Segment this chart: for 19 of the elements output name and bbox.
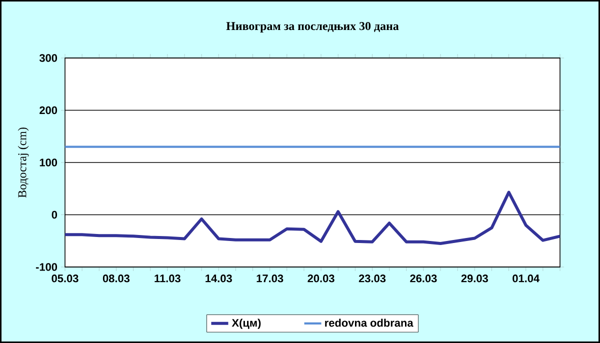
x-tick-label: 23.03: [358, 274, 386, 282]
x-tick-label: 11.03: [154, 274, 180, 282]
y-tick-label: 0: [52, 210, 58, 219]
x-tick-label: 29.03: [461, 274, 488, 282]
y-tick-label: 300: [39, 54, 58, 62]
legend-label: redovna odbrana: [325, 318, 414, 327]
x-tick-label: 05.03: [52, 274, 78, 282]
chart-title: Нивограм за последњих 30 дана: [226, 22, 399, 33]
x-tick-label: 20.03: [308, 274, 334, 282]
legend-label: X(цм): [232, 318, 261, 329]
x-tick-label: 14.03: [206, 274, 232, 282]
x-tick-label: 01.04: [512, 274, 540, 282]
y-tick-label: 100: [40, 158, 58, 166]
y-tick-label: -100: [36, 263, 58, 271]
x-tick-label: 17.03: [256, 274, 284, 282]
x-tick-label: 26.03: [410, 274, 437, 282]
y-axis-title: Водостај (cm): [18, 128, 29, 198]
x-tick-label: 08.03: [102, 274, 130, 282]
y-tick-label: 200: [40, 106, 58, 114]
